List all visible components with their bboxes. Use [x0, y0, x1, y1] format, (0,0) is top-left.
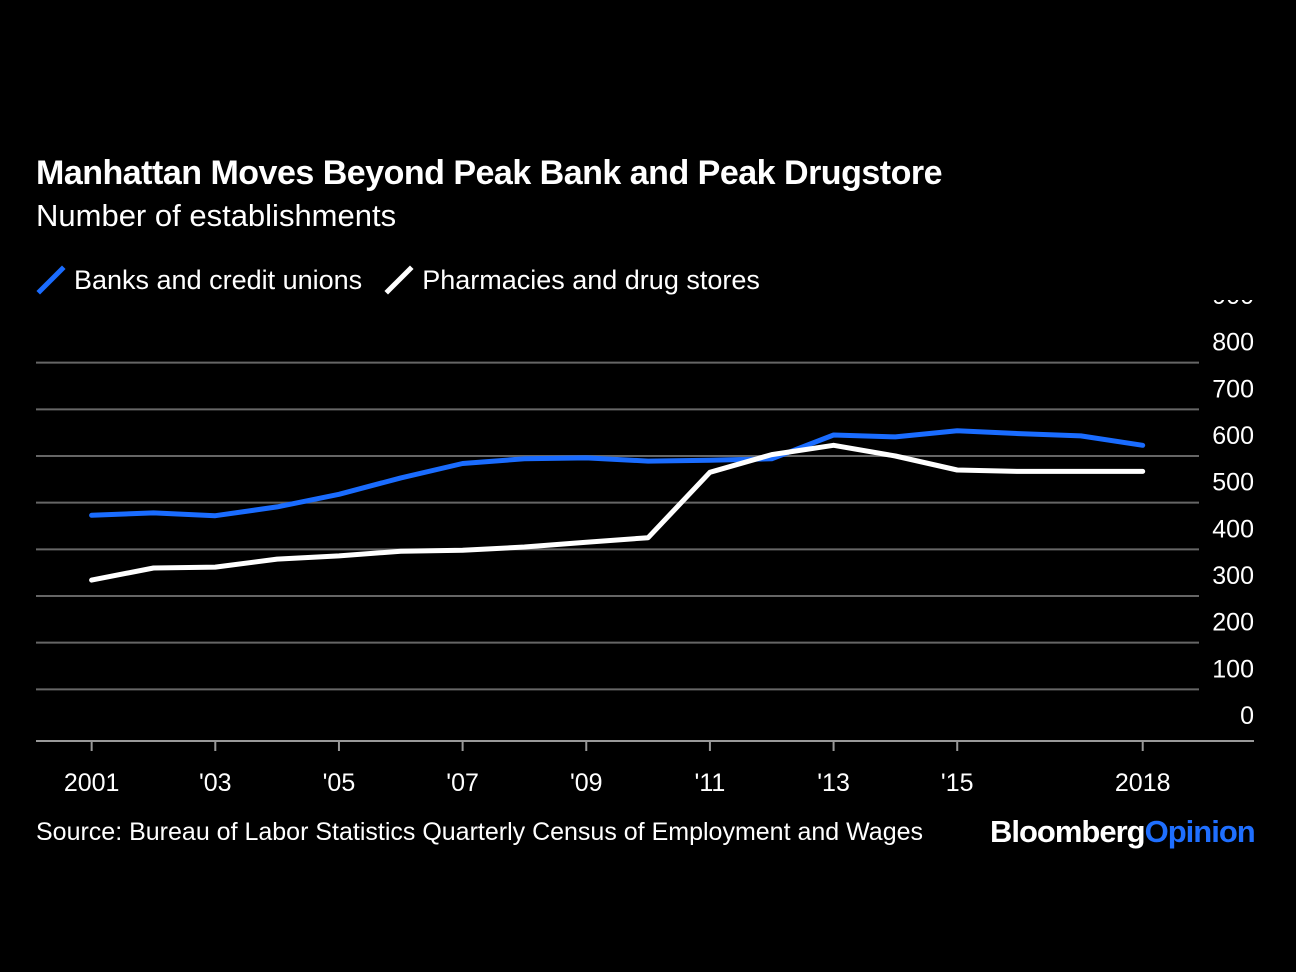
y-tick-label-800: 800: [1212, 329, 1254, 357]
legend-item-pharmacies: Pharmacies and drug stores: [384, 265, 760, 296]
x-tick-label-2001: 2001: [64, 769, 120, 797]
y-tick-label-300: 300: [1212, 562, 1254, 590]
y-tick-label-900: 900: [1212, 300, 1254, 310]
legend-swatch-pharmacies: [384, 265, 414, 295]
line-chart: 0 100 200 300 400 500 600 700 800 900 2001 '03 '05 '0…: [36, 300, 1254, 797]
x-tick-label-2018: 2018: [1115, 769, 1171, 797]
x-tick-label-2013: '13: [817, 769, 850, 797]
legend-label-pharmacies: Pharmacies and drug stores: [422, 264, 760, 295]
source-note: Source: Bureau of Labor Statistics Quart…: [36, 818, 923, 846]
chart-title: Manhattan Moves Beyond Peak Bank and Pea…: [36, 154, 942, 192]
y-tick-label-100: 100: [1212, 655, 1254, 683]
legend-item-banks: Banks and credit unions: [36, 265, 362, 296]
x-tick-label-2005: '05: [323, 769, 356, 797]
x-tick-label-2015: '15: [941, 769, 974, 797]
series-line-pharmacies: [89, 442, 1146, 583]
legend-label-banks: Banks and credit unions: [74, 264, 363, 295]
y-tick-label-200: 200: [1212, 609, 1254, 637]
chart-subtitle: Number of establishments: [36, 198, 397, 233]
y-tick-label-500: 500: [1212, 469, 1254, 497]
y-tick-label-700: 700: [1212, 375, 1254, 403]
x-tick-label-2009: '09: [570, 769, 603, 797]
x-tick-label-2003: '03: [199, 769, 232, 797]
x-tick-label-2011: '11: [695, 769, 726, 797]
y-tick-label-0: 0: [1240, 702, 1254, 730]
legend: Banks and credit unions Pharmacies and d…: [36, 262, 782, 298]
series-line-banks: [89, 428, 1146, 519]
bloomberg-opinion-logo: BloombergOpinion: [990, 814, 1256, 849]
y-tick-label-600: 600: [1212, 422, 1254, 450]
y-tick-label-400: 400: [1212, 515, 1254, 543]
legend-swatch-banks: [36, 265, 66, 295]
x-tick-label-2007: '07: [446, 769, 479, 797]
